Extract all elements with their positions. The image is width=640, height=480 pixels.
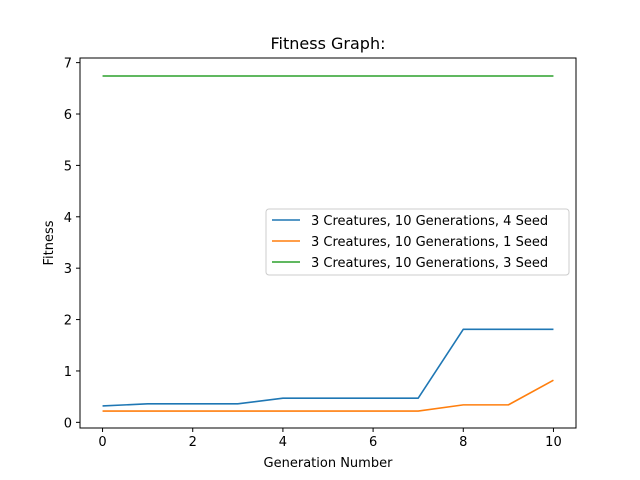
x-axis-label: Generation Number [264, 456, 394, 471]
y-tick-label: 6 [64, 108, 72, 123]
legend-box [265, 208, 570, 276]
legend-label: 3 Creatures, 10 Generations, 1 Seed [311, 235, 548, 250]
x-tick-label: 8 [459, 435, 467, 450]
legend-label: 3 Creatures, 10 Generations, 3 Seed [311, 256, 548, 271]
x-axis: 0 2 4 6 8 10 [98, 428, 562, 450]
series-lines [102, 75, 554, 412]
series-line-2 [102, 379, 554, 412]
x-tick-label: 4 [279, 435, 287, 450]
x-tick-label: 6 [369, 435, 377, 450]
series-line-1 [102, 328, 554, 407]
y-tick-label: 3 [64, 262, 72, 277]
chart-title: Fitness Graph: [271, 34, 386, 53]
y-tick-label: 0 [64, 416, 72, 431]
legend: 3 Creatures, 10 Generations, 4 Seed 3 Cre… [265, 208, 570, 276]
y-tick-label: 5 [64, 159, 72, 174]
y-tick-label: 1 [64, 365, 72, 380]
y-axis: 0 1 2 3 4 5 6 7 [64, 57, 80, 431]
x-tick-label: 10 [545, 435, 562, 450]
y-tick-label: 2 [64, 314, 72, 329]
y-tick-label: 4 [64, 211, 72, 226]
y-tick-label: 7 [64, 57, 72, 72]
x-tick-label: 2 [189, 435, 197, 450]
legend-label: 3 Creatures, 10 Generations, 4 Seed [311, 214, 548, 229]
x-tick-label: 0 [98, 435, 106, 450]
y-axis-label: Fitness [42, 220, 57, 265]
